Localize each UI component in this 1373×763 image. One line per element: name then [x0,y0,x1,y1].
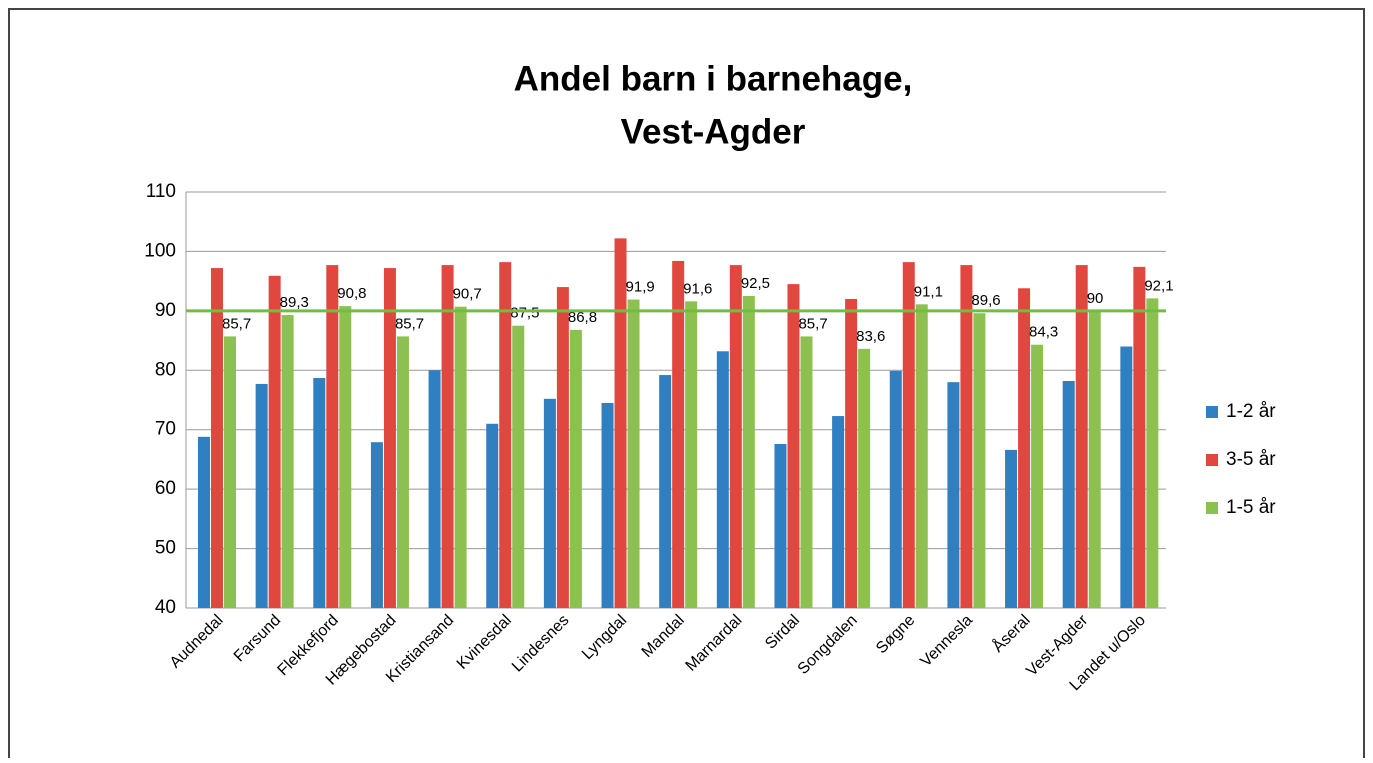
legend-label: 1-2 år [1226,401,1276,422]
bar [255,383,268,608]
bar [383,268,396,608]
bar [428,370,441,608]
bar [832,416,845,608]
bar [947,382,960,608]
bar [224,336,236,608]
legend-swatch [1206,454,1218,466]
bar [1031,344,1044,608]
bar [499,262,512,608]
bar [716,351,729,608]
data-label: 87,5 [510,305,539,322]
data-label: 84,3 [1029,324,1058,341]
data-label: 90,7 [453,286,482,303]
bar [486,423,499,608]
legend-swatch [1206,406,1218,418]
data-label: 91,6 [683,280,712,297]
data-label: 92,5 [741,275,770,292]
bar [672,260,685,608]
bar [326,265,339,608]
data-label: 85,7 [395,315,424,332]
bar [627,299,640,608]
bar [281,315,294,608]
bar [211,268,223,608]
bar [543,398,556,608]
bar [556,287,569,608]
bar [800,336,813,608]
data-label: 85,7 [798,315,827,332]
y-tick-label: 60 [155,478,176,499]
bar [370,442,383,608]
bar [787,284,800,608]
y-tick-label: 50 [155,538,176,559]
chart-title: Vest-Agder [621,112,806,151]
data-label: 91,9 [626,279,655,296]
bar [396,336,409,608]
data-label: 89,6 [971,292,1000,309]
y-tick-label: 90 [155,300,176,321]
data-label: 90 [1087,290,1104,307]
bar [1062,380,1075,608]
bar [1120,346,1133,608]
data-label: 92,1 [1144,277,1173,294]
bar [454,306,467,608]
bar [729,265,742,608]
legend-label: 3-5 år [1226,449,1276,470]
bar [601,402,614,608]
y-tick-label: 40 [155,597,176,618]
bar [902,262,915,608]
legend-swatch [1206,502,1218,514]
data-label: 89,3 [280,294,309,311]
bar [774,443,787,608]
bar [569,329,582,608]
data-label: 91,1 [914,283,943,300]
bar [742,296,755,608]
bar [512,325,525,608]
bar [659,375,672,608]
bar [313,378,326,608]
data-label: 86,8 [568,309,597,326]
bar [1005,449,1018,608]
y-tick-label: 110 [146,181,176,202]
bar [889,370,902,608]
y-tick-label: 80 [155,359,176,380]
chart-title: Andel barn i barnehage, [514,59,913,98]
y-tick-label: 70 [155,419,176,440]
bar [858,348,871,608]
bar [1088,310,1101,608]
bar [960,265,973,608]
bar [973,313,986,608]
legend-label: 1-5 år [1226,497,1276,518]
data-label: 83,6 [856,328,885,345]
bar [441,265,454,608]
bar [1075,265,1088,608]
bar [915,304,928,608]
bar [268,275,281,608]
data-label: 90,8 [337,285,366,302]
y-tick-label: 100 [144,240,176,261]
bar [845,298,858,608]
bar [614,238,627,608]
bar [1146,298,1159,608]
bar [1018,288,1031,608]
bar [198,436,210,608]
bar [339,306,352,608]
data-label: 85,7 [222,315,251,332]
bar [1133,266,1146,608]
bar [685,301,698,608]
